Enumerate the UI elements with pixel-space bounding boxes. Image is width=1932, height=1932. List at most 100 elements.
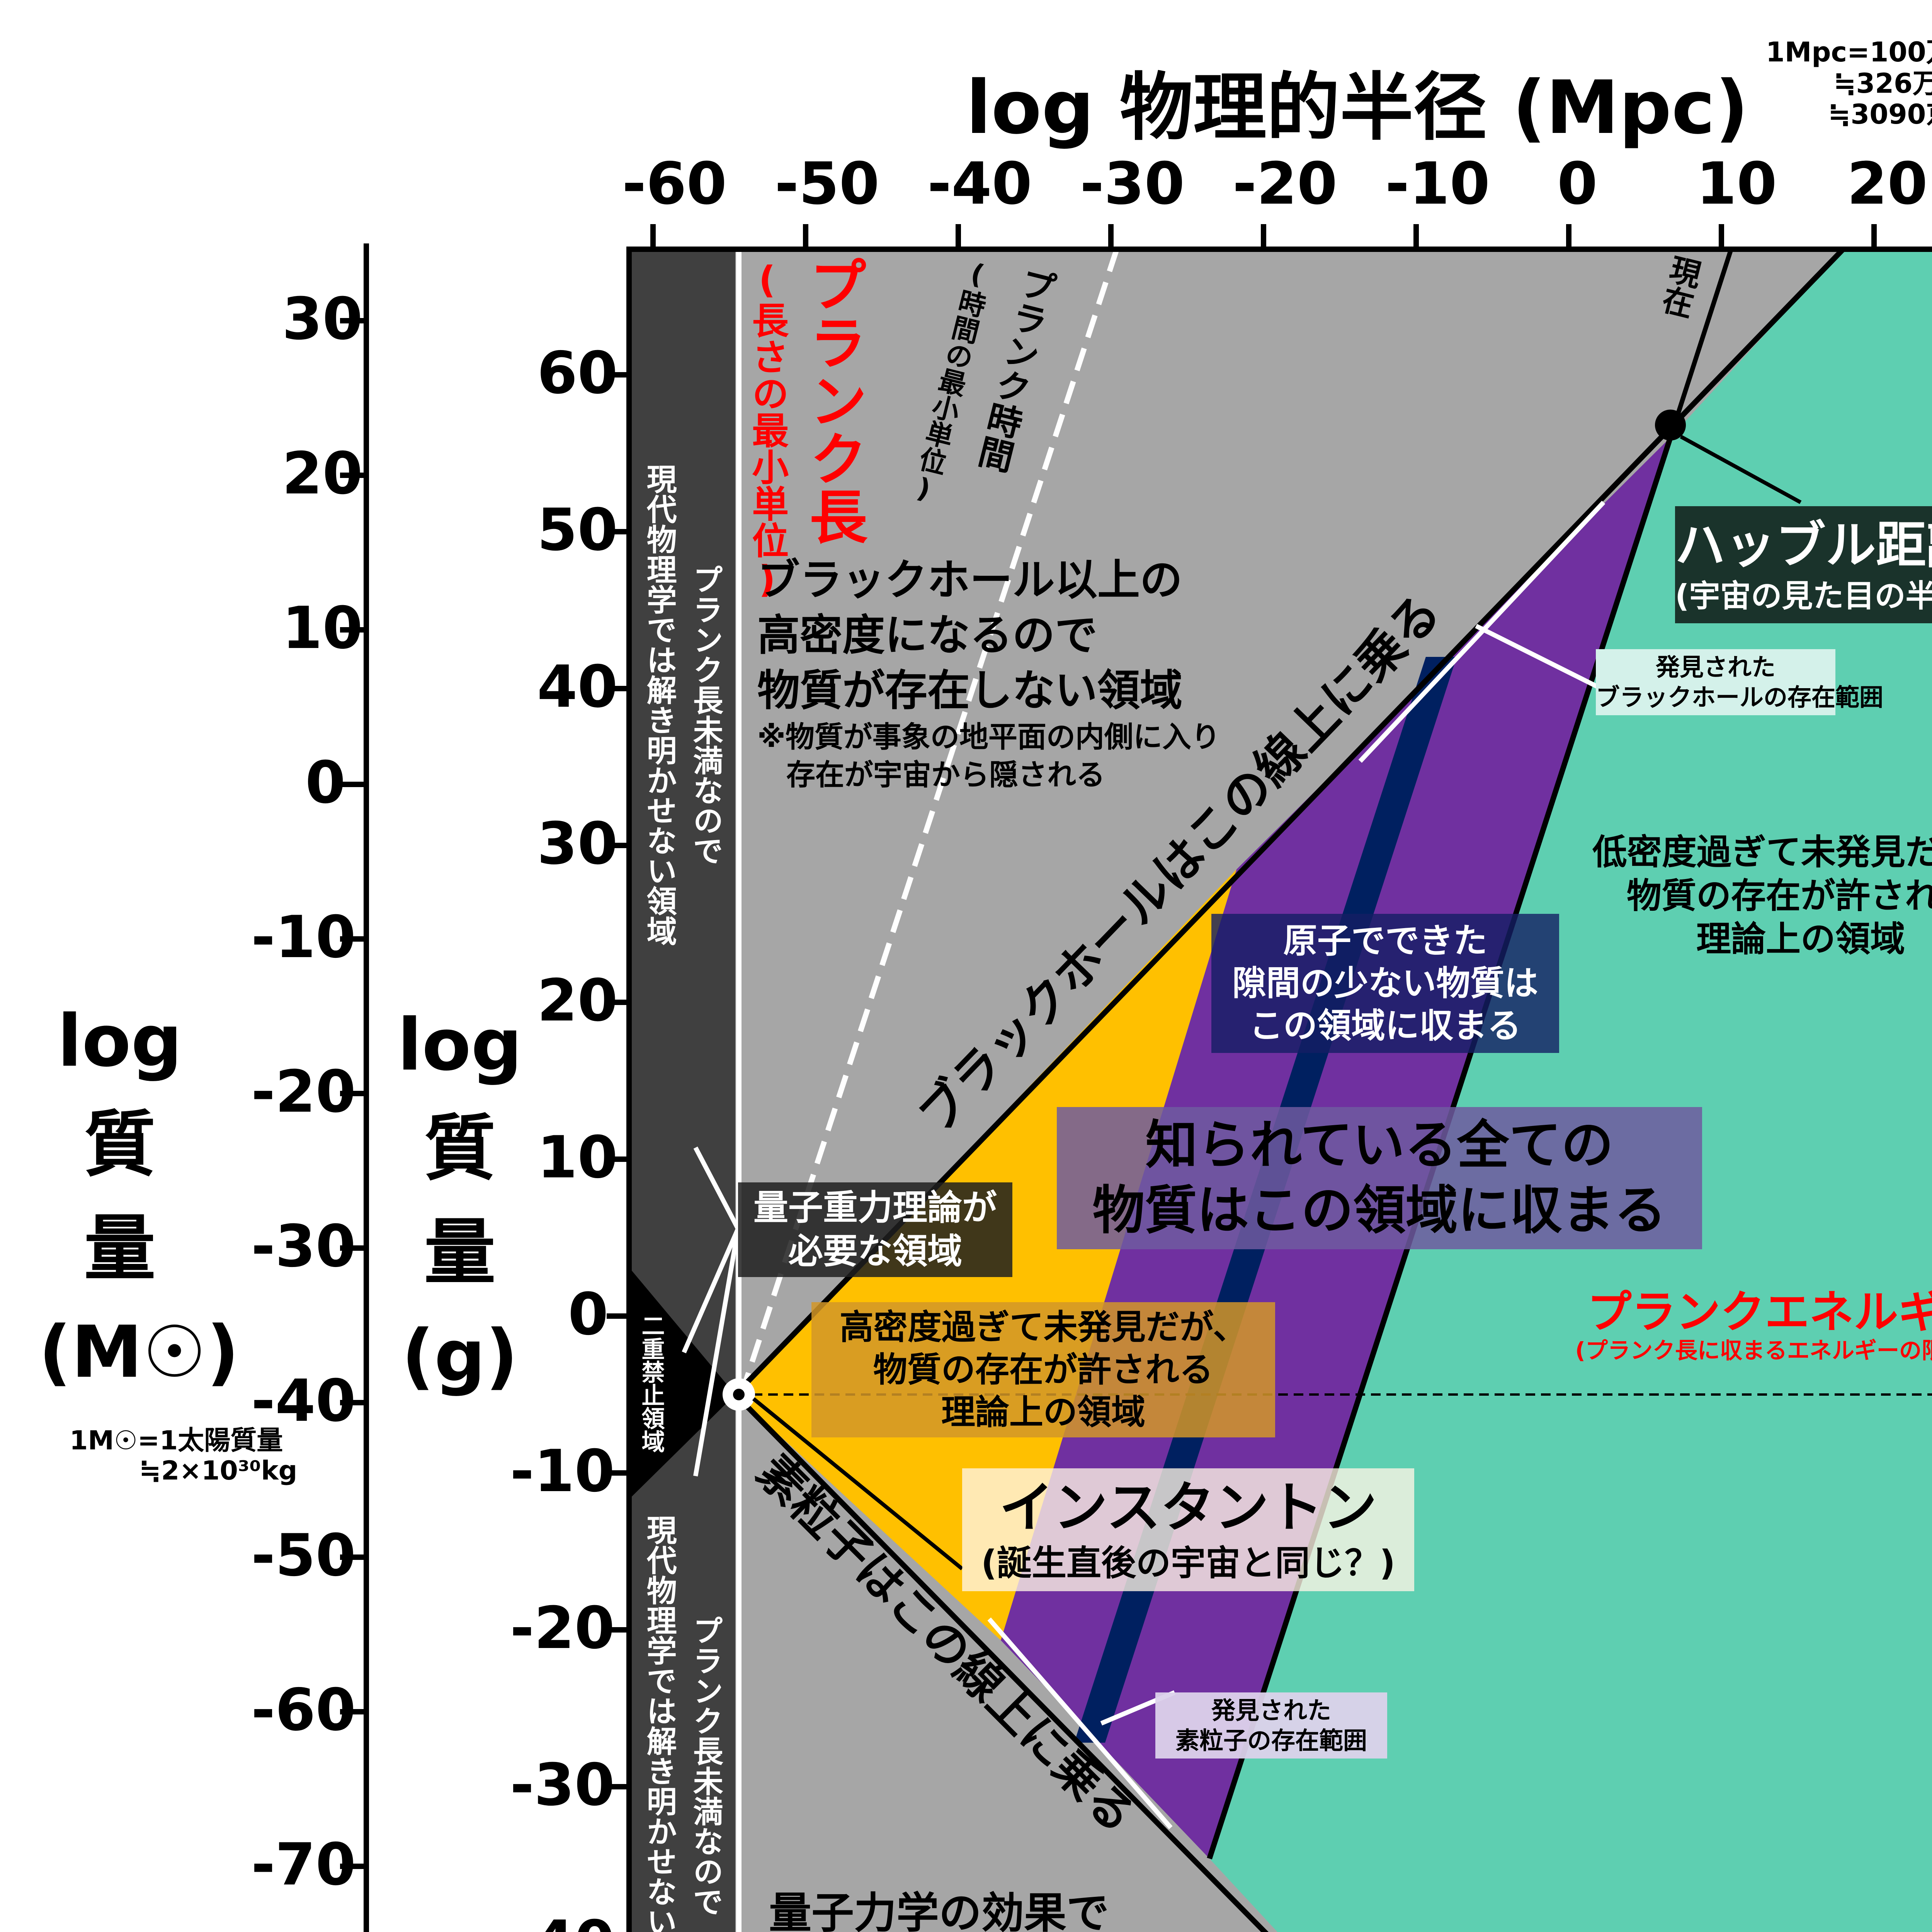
plot-frame bbox=[626, 247, 1932, 1932]
outer-mass-axis-title: log 質 量 (M☉) bbox=[39, 989, 240, 1404]
tick-label: 20 bbox=[1847, 150, 1928, 218]
tick-label: -20 bbox=[510, 1595, 615, 1662]
tick-label: 40 bbox=[537, 653, 618, 721]
axis-title-part: (M☉) bbox=[39, 1310, 240, 1394]
current-time-line bbox=[1668, 248, 1733, 438]
text-line: 発見された bbox=[1211, 1696, 1331, 1725]
tick-label: 10 bbox=[537, 1124, 618, 1191]
bh-forbidden-text: ブラックホール以上の 高密度になるので 物質が存在しない領域 ※物質が事象の地平… bbox=[757, 553, 1220, 794]
planck-time-line bbox=[741, 248, 1119, 1388]
tick-label: -10 bbox=[251, 904, 356, 971]
tick-label: -60 bbox=[622, 150, 727, 218]
note-line: 存在が宇宙から隠される bbox=[786, 757, 1105, 792]
text-line: 物質が存在しない領域 bbox=[757, 666, 1182, 715]
text-line: 物質はこの領域に収まる bbox=[1092, 1180, 1667, 1241]
tick-label: -10 bbox=[510, 1438, 615, 1505]
tick-label: 0 bbox=[1557, 150, 1598, 218]
hubble-subtitle: (宇宙の見た目の半径) bbox=[1675, 578, 1932, 614]
note-line: 1M☉=1太陽質量 bbox=[70, 1425, 283, 1456]
sub-planck-upper-col1: 現代物理学では解き明かせない領域 bbox=[641, 464, 677, 946]
mpc-note-line: ≒326万光年 bbox=[1833, 67, 1932, 99]
text-line: ブラックホールの存在範囲 bbox=[1596, 683, 1884, 711]
tick-label: -10 bbox=[1385, 150, 1490, 218]
tick-label: 10 bbox=[1696, 150, 1777, 218]
tick-label: 0 bbox=[568, 1281, 609, 1348]
axis-title-part: 量 bbox=[84, 1206, 156, 1290]
planck-length-title: プランク長 bbox=[799, 255, 867, 545]
tick-label: 60 bbox=[537, 340, 618, 407]
text-line: 物質の存在が許される bbox=[873, 1350, 1213, 1389]
mpc-note-line: ≒3090京km bbox=[1828, 99, 1932, 130]
tick-label: 10 bbox=[282, 595, 363, 662]
gram-mass-axis-title: log 質 量 (g) bbox=[394, 993, 526, 1408]
tick-label: -50 bbox=[251, 1522, 356, 1589]
axis-title-part: 量 bbox=[424, 1210, 496, 1294]
instanton-title: インスタントン bbox=[999, 1476, 1377, 1539]
text-line: 原子でできた bbox=[1283, 921, 1487, 961]
sub-planck-band bbox=[629, 249, 735, 1932]
tick-label: 50 bbox=[537, 497, 618, 564]
tick-label: 20 bbox=[537, 967, 618, 1034]
hubble-point bbox=[1655, 410, 1686, 440]
tick-label: -30 bbox=[1080, 150, 1185, 218]
sub-planck-lower-col1: 現代物理学では解き明かせない領域 bbox=[641, 1515, 677, 1932]
text-line: 理論上の領域 bbox=[941, 1392, 1145, 1432]
text-line: 物質の存在が許される bbox=[1627, 875, 1932, 916]
tick-label: -30 bbox=[510, 1752, 615, 1819]
tick-label: -70 bbox=[251, 1831, 356, 1898]
tick-label: -20 bbox=[1233, 150, 1337, 218]
text-line: 必要な領域 bbox=[788, 1231, 962, 1272]
low-density-text: 低密度過ぎて未発見だが、 物質の存在が許される 理論上の領域 bbox=[1569, 831, 1932, 961]
quantum-region-text: 量子力学の効果で 存在の意味が曖昧となり 物質の説明ができない領域 ※物質がコン… bbox=[769, 1886, 1279, 1932]
tick-label: -40 bbox=[510, 1909, 615, 1932]
found-bh-box: 発見された ブラックホールの存在範囲 bbox=[1596, 649, 1884, 715]
text-line: 知られている全ての bbox=[1145, 1115, 1614, 1175]
text-line: 量子重力理論が bbox=[753, 1187, 997, 1228]
annotation-arrows bbox=[682, 500, 1616, 1829]
planck-energy-subtitle: (プランク長に収まるエネルギーの限界値) bbox=[1575, 1337, 1932, 1364]
text-line: ブラックホール以上の bbox=[757, 555, 1182, 605]
tick-label: -50 bbox=[775, 150, 879, 218]
double-forbidden-label: 二重禁止領域 bbox=[638, 1314, 665, 1453]
tick-label: 30 bbox=[537, 810, 618, 878]
text-line: 高密度過ぎて未発見だが、 bbox=[839, 1307, 1247, 1347]
axis-ticks bbox=[340, 224, 1877, 1869]
tick-label: -30 bbox=[251, 1213, 356, 1280]
text-line: この領域に収まる bbox=[1249, 1006, 1521, 1046]
text-line: 理論上の領域 bbox=[1696, 919, 1905, 959]
sub-planck-lower-col2: プランク長未満なので bbox=[688, 1615, 723, 1917]
planck-length-subtitle: (長さの最小単位) bbox=[746, 259, 789, 601]
sub-planck-upper-col2: プランク長未満なので bbox=[688, 564, 723, 866]
top-axis-title: log 物理的半径 (Mpc) bbox=[966, 65, 1749, 150]
tick-label: -20 bbox=[251, 1058, 356, 1126]
tick-label: 30 bbox=[282, 286, 363, 353]
planck-energy-title: プランクエネルギー bbox=[1587, 1286, 1932, 1338]
axis-title-part: log bbox=[57, 999, 182, 1083]
solar-mass-note: 1M☉=1太陽質量 ≒2×10³⁰kg bbox=[70, 1425, 298, 1486]
compton-line bbox=[733, 1393, 1269, 1932]
axis-title-part: log bbox=[397, 1003, 522, 1087]
atoms-box: 原子でできた 隙間の少ない物質は この領域に収まる bbox=[1211, 914, 1559, 1053]
text-line: 発見された bbox=[1655, 653, 1776, 681]
planck-point-center bbox=[733, 1389, 745, 1400]
text-line: 素粒子の存在範囲 bbox=[1175, 1726, 1367, 1755]
instanton-arrow bbox=[752, 1397, 964, 1570]
hubble-arrow bbox=[1680, 435, 1802, 504]
axis-title-part: 質 bbox=[84, 1103, 156, 1187]
planck-energy-label: プランクエネルギー (プランク長に収まるエネルギーの限界値) bbox=[1511, 1287, 1932, 1364]
note-line: ≒2×10³⁰kg bbox=[139, 1456, 298, 1486]
double-forbidden-region bbox=[629, 1267, 735, 1499]
note-line: ※物質が事象の地平面の内側に入り bbox=[757, 720, 1220, 754]
tick-label: 0 bbox=[305, 749, 346, 816]
mpc-note: 1Mpc=100万パーセク ≒326万光年 ≒3090京km bbox=[1766, 37, 1932, 130]
all-known-box: 知られている全ての 物質はこの領域に収まる bbox=[1057, 1107, 1702, 1249]
hubble-title: ハッブル距離 bbox=[1675, 516, 1932, 575]
tick-label: -60 bbox=[251, 1677, 356, 1744]
mpc-note-line: 1Mpc=100万パーセク bbox=[1766, 36, 1932, 68]
text-line: 隙間の少ない物質は bbox=[1232, 963, 1538, 1003]
text-line: 高密度になるので bbox=[757, 611, 1097, 660]
instanton-box: インスタントン (誕生直後の宇宙と同じ？) bbox=[962, 1468, 1414, 1591]
high-density-box: 高密度過ぎて未発見だが、 物質の存在が許される 理論上の領域 bbox=[811, 1302, 1275, 1437]
quantum-gravity-box: 量子重力理論が 必要な領域 bbox=[738, 1182, 1012, 1277]
axis-title-part: 質 bbox=[424, 1107, 496, 1190]
